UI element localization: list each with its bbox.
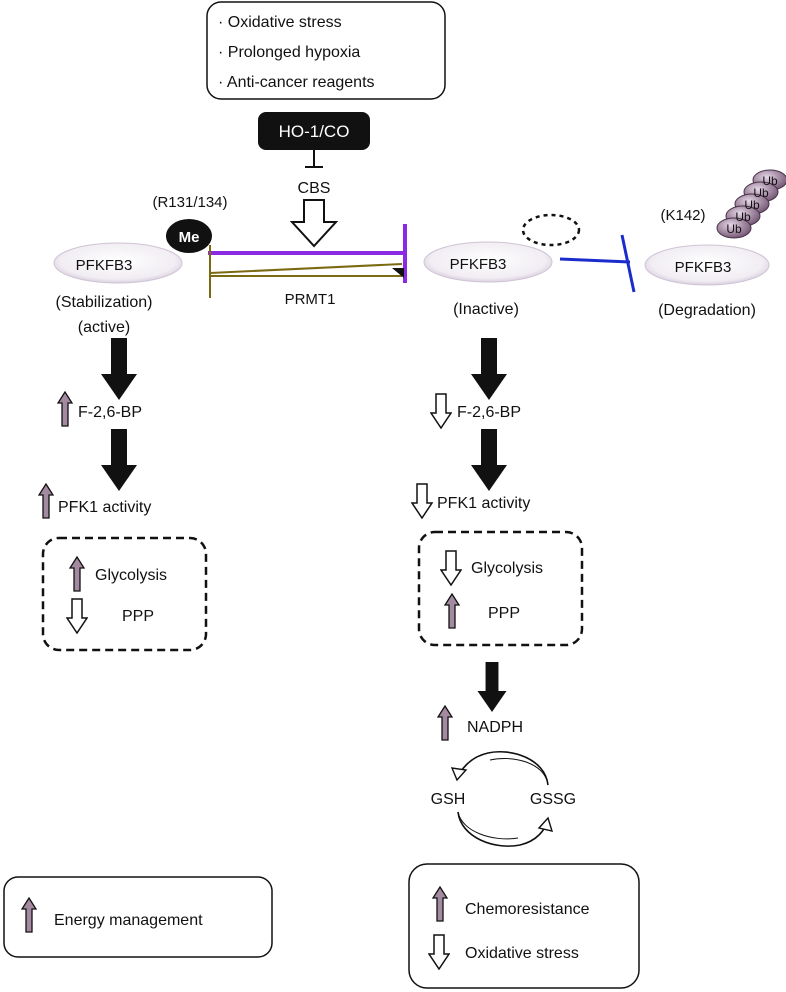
middle-ppp-label: PPP: [488, 605, 520, 622]
middle-pfk1-down-arrow: [411, 483, 433, 519]
oxidative-stress-label: Oxidative stress: [465, 945, 579, 962]
cbs-label: CBS: [298, 180, 331, 197]
ub-label-3: Ub: [744, 198, 760, 212]
nadph-label: NADPH: [467, 719, 523, 736]
left-ppp-down-arrow: [66, 598, 88, 634]
middle-flow-arrow-3: [477, 662, 507, 712]
stress-box: · Oxidative stress · Prolonged hypoxia ·…: [206, 1, 446, 100]
empty-site-ellipse: [521, 213, 581, 247]
methyl-label: Me: [179, 229, 200, 246]
gsh-label: GSH: [431, 791, 466, 808]
left-pfkfb3-ellipse: [53, 242, 183, 284]
middle-metabolism-box: Glycolysis PPP: [417, 530, 584, 647]
cycle-arc-bottom: [457, 811, 549, 847]
blue-inhibition-line: [559, 257, 631, 264]
right-pfkfb3-ellipse: [644, 244, 770, 286]
middle-pfkfb3: PFKFB3 (Inactive): [423, 213, 581, 318]
left-pfk1-up-arrow: [38, 483, 54, 519]
ho1-co-box: HO-1/CO: [258, 112, 370, 150]
ub-label-2: Ub: [753, 186, 769, 200]
gssg-label: GSSG: [530, 791, 576, 808]
left-pfkfb3: (R131/134) PFKFB3 Me (Stabilization) (ac…: [53, 194, 228, 336]
middle-pfk1-label: PFK1 activity: [437, 495, 530, 512]
middle-flow-arrow-1: [471, 338, 507, 400]
middle-flow-arrow-2: [471, 429, 507, 491]
nadph-up-arrow: [437, 705, 453, 741]
prmt1-top-line: [209, 263, 403, 274]
middle-protein-label: PFKFB3: [450, 256, 507, 273]
ubiquitin-chain: Ub Ub Ub Ub Ub: [716, 169, 786, 239]
ub-label-5: Ub: [726, 222, 742, 236]
glutathione-cycle: GSH GSSG: [431, 751, 576, 847]
methyl-group: [166, 219, 212, 253]
stress-item-hypoxia: · Prolonged hypoxia: [218, 44, 360, 61]
left-outcome-box: Energy management: [3, 876, 273, 958]
chemoresistance-label: Chemoresistance: [465, 901, 590, 918]
right-protein-label: PFKFB3: [675, 259, 732, 276]
middle-f26bp-label: F-2,6-BP: [457, 404, 521, 421]
right-pfkfb3: (K142) PFKFB3 Ub Ub Ub Ub Ub (Degradatio…: [644, 169, 786, 319]
left-glycolysis-up-arrow: [69, 556, 85, 592]
right-site-label: (K142): [660, 207, 705, 224]
right-state-label: (Degradation): [658, 302, 756, 319]
middle-glycolysis-down-arrow: [440, 550, 462, 586]
ub-label-1: Ub: [762, 174, 778, 188]
cycle-arc-top: [456, 751, 549, 786]
ho1-co-label: HO-1/CO: [279, 122, 350, 141]
ub-label-4: Ub: [735, 210, 751, 224]
left-pfk1-label: PFK1 activity: [58, 499, 151, 516]
left-metabolism-box: Glycolysis PPP: [41, 536, 208, 652]
blue-inhibition-bar: [620, 234, 636, 293]
stress-item-oxidative: · Oxidative stress: [218, 14, 342, 31]
left-state-2: (active): [78, 319, 130, 336]
left-flow-arrow-2: [101, 429, 137, 491]
middle-ppp-up-arrow: [444, 593, 460, 629]
prmt1-label: PRMT1: [285, 291, 336, 308]
stress-item-anticancer: · Anti-cancer reagents: [218, 74, 375, 91]
left-flow-arrow-1: [101, 338, 137, 400]
left-state-1: (Stabilization): [56, 294, 153, 311]
left-f26bp-up-arrow: [57, 391, 73, 427]
left-site-label: (R131/134): [152, 194, 227, 211]
prmt1-arrowhead: [392, 268, 404, 278]
left-ppp-label: PPP: [122, 608, 154, 625]
middle-f26bp-down-arrow: [430, 393, 452, 429]
middle-outcome-box: Chemoresistance Oxidative stress: [408, 863, 640, 989]
middle-pfkfb3-ellipse: [423, 241, 553, 283]
cbs-arrow: [289, 199, 339, 248]
middle-state-label: (Inactive): [453, 301, 519, 318]
left-f26bp-label: F-2,6-BP: [78, 404, 142, 421]
energy-management-label: Energy management: [54, 912, 203, 929]
left-protein-label: PFKFB3: [76, 257, 133, 274]
left-glycolysis-label: Glycolysis: [95, 567, 167, 584]
middle-glycolysis-label: Glycolysis: [471, 560, 543, 577]
